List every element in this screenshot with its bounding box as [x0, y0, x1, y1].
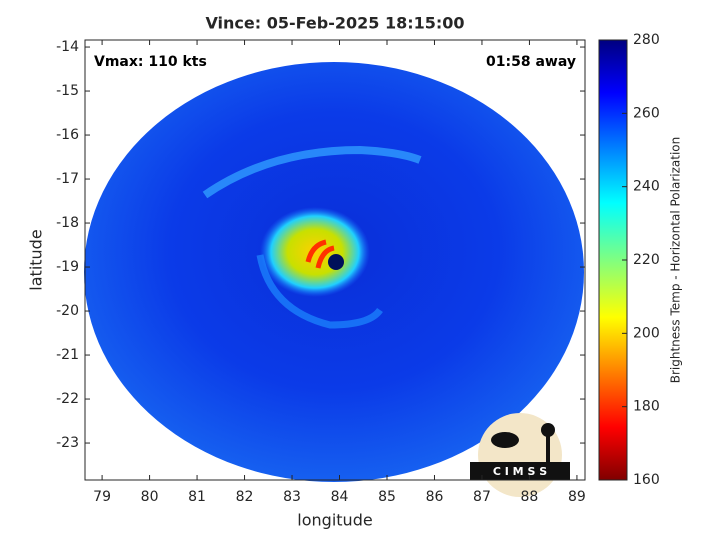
y-tick-label: -23: [56, 435, 79, 451]
x-tick-label: 87: [473, 489, 491, 505]
colorbar-tick-label: 200: [633, 325, 660, 341]
x-tick-label: 84: [331, 489, 349, 505]
y-tick-label: -15: [56, 83, 79, 99]
y-tick-label: -19: [56, 259, 79, 275]
colorbar-tick-label: 220: [633, 252, 660, 268]
logo-text: C I M S S: [493, 465, 547, 478]
x-tick-label: 89: [568, 489, 586, 505]
x-tick-label: 83: [283, 489, 301, 505]
colorbar-label: Brightness Temp - Horizontal Polarizatio…: [669, 137, 683, 384]
annotation: 01:58 away: [486, 54, 576, 70]
y-axis-label: latitude: [27, 229, 46, 290]
y-tick-label: -22: [56, 391, 79, 407]
x-tick-label: 82: [236, 489, 254, 505]
x-tick-label: 81: [188, 489, 206, 505]
y-tick-label: -18: [56, 215, 79, 231]
y-tick-label: -17: [56, 171, 79, 187]
satellite-image: [84, 62, 584, 482]
colorbar-tick-label: 180: [633, 399, 660, 415]
colorbar-tick-label: 280: [633, 32, 660, 48]
x-tick-label: 88: [521, 489, 539, 505]
annotation: Vmax: 110 kts: [94, 54, 207, 70]
x-axis-label: longitude: [297, 511, 372, 530]
x-tick-label: 80: [141, 489, 159, 505]
colorbar-tick-label: 160: [633, 472, 660, 488]
y-tick-label: -14: [56, 39, 79, 55]
plot-frame: [84, 39, 586, 481]
y-tick-label: -21: [56, 347, 79, 363]
colorbar-tick-label: 260: [633, 105, 660, 121]
x-tick-label: 86: [426, 489, 444, 505]
colorbar-tick-label: 240: [633, 179, 660, 195]
cimss-logo: C I M S S: [470, 413, 570, 497]
x-tick-label: 79: [93, 489, 111, 505]
y-tick-label: -20: [56, 303, 79, 319]
chart-title: Vince: 05-Feb-2025 18:15:00: [205, 14, 464, 33]
x-tick-label: 85: [378, 489, 396, 505]
y-tick-label: -16: [56, 127, 79, 143]
